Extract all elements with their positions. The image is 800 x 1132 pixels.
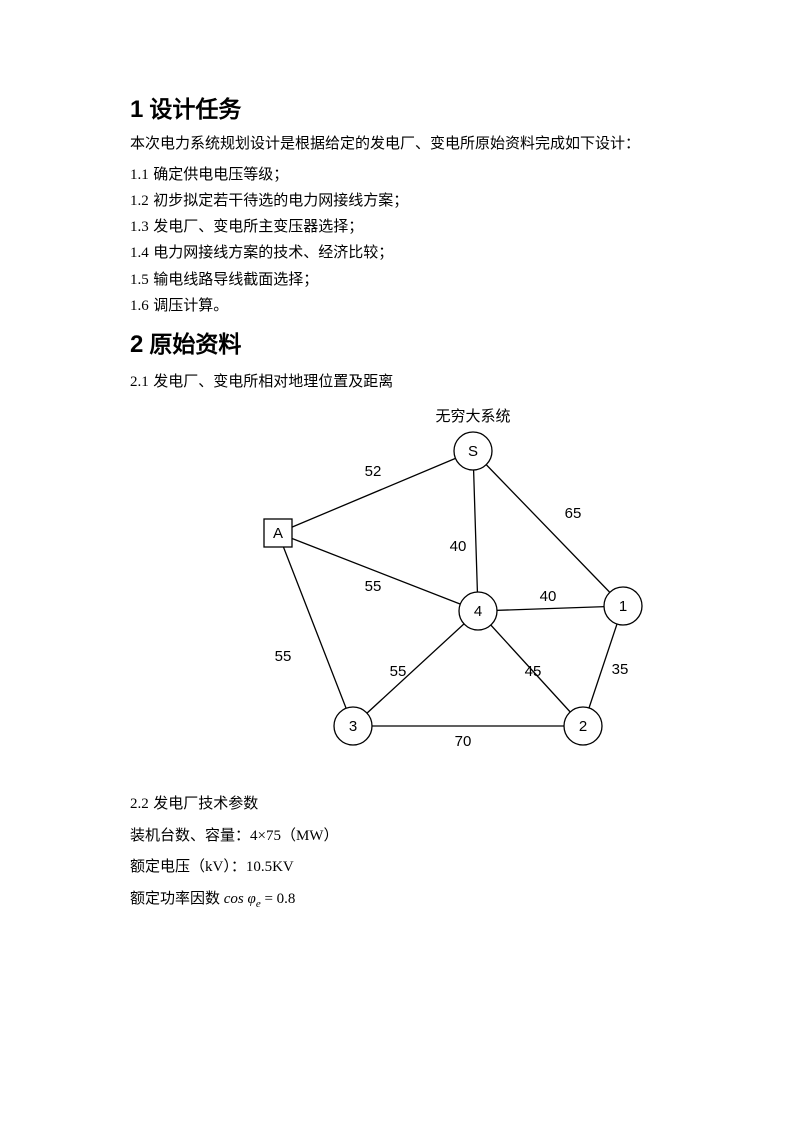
item-text: 确定供电电压等级； (153, 167, 288, 183)
edge-line (353, 611, 478, 726)
section-2-number: 2 (130, 331, 143, 358)
section-1-intro: 本次电力系统规划设计是根据给定的发电厂、变电所原始资料完成如下设计： (130, 132, 695, 158)
edge-label: 65 (564, 505, 581, 522)
edge-label: 52 (364, 463, 381, 480)
item-text: 输电线路导线截面选择； (153, 272, 318, 288)
section-2-sub2: 2.2发电厂技术参数 (130, 789, 695, 821)
section-1-item: 1.3发电厂、变电所主变压器选择； (130, 214, 695, 240)
diagram-caption: 无穷大系统 (435, 408, 510, 425)
section-2-heading: 2原始资料 (130, 325, 695, 359)
edge-line (478, 606, 623, 611)
item-num: 1.2 (130, 193, 149, 209)
formula-cos: cos φe (220, 891, 264, 907)
sub2-num: 2.2 (130, 796, 149, 812)
edge-label: 35 (611, 661, 628, 678)
section-1-item: 1.2初步拟定若干待选的电力网接线方案； (130, 188, 695, 214)
edge-label: 40 (449, 538, 466, 555)
formula-prefix: 额定功率因数 (130, 891, 220, 907)
param-lines: 装机台数、容量：4×75（MW）额定电压（kV）：10.5KV (130, 821, 695, 884)
node-label-2: 2 (578, 718, 586, 735)
section-1-item: 1.4电力网接线方案的技术、经济比较； (130, 240, 695, 266)
item-text: 初步拟定若干待选的电力网接线方案； (153, 193, 408, 209)
section-1-items: 1.1确定供电电压等级；1.2初步拟定若干待选的电力网接线方案；1.3发电厂、变… (130, 162, 695, 320)
section-2-sub1: 2.1发电厂、变电所相对地理位置及距离 (130, 369, 695, 395)
edge-label: 70 (454, 733, 471, 750)
edge-label: 45 (524, 663, 541, 680)
section-1-title: 设计任务 (149, 96, 241, 122)
formula-value: = 0.8 (264, 891, 295, 907)
node-label-4: 4 (473, 603, 481, 620)
item-text: 调压计算。 (153, 298, 228, 314)
edge-label: 55 (274, 648, 291, 665)
param-line: 额定电压（kV）：10.5KV (130, 852, 695, 884)
item-num: 1.3 (130, 219, 149, 235)
edge-line (278, 533, 353, 726)
section-1-item: 1.5输电线路导线截面选择； (130, 267, 695, 293)
item-num: 1.4 (130, 245, 149, 261)
sub2-text: 发电厂技术参数 (153, 796, 258, 812)
edge-label: 40 (539, 588, 556, 605)
sub1-num: 2.1 (130, 374, 149, 390)
edge-line (278, 533, 478, 611)
item-num: 1.5 (130, 272, 149, 288)
edge-label: 55 (389, 663, 406, 680)
param-formula-line: 额定功率因数 cos φe = 0.8 (130, 884, 695, 916)
item-text: 发电厂、变电所主变压器选择； (153, 219, 363, 235)
network-diagram-container: 无穷大系统 52 65 40 55 55 40 55 45 35 70 S A 4 1 2 3 (130, 401, 695, 771)
section-1-number: 1 (130, 96, 143, 123)
edge-line (473, 451, 478, 611)
item-num: 1.6 (130, 298, 149, 314)
section-1-heading: 1设计任务 (130, 90, 695, 124)
section-2-title: 原始资料 (149, 331, 241, 357)
node-label-A: A (272, 525, 282, 542)
param-line: 装机台数、容量：4×75（MW） (130, 821, 695, 853)
node-label-1: 1 (618, 598, 626, 615)
node-label-S: S (467, 443, 477, 460)
section-1-item: 1.1确定供电电压等级； (130, 162, 695, 188)
section-1-item: 1.6调压计算。 (130, 293, 695, 319)
network-diagram: 无穷大系统 52 65 40 55 55 40 55 45 35 70 S A 4 1 2 3 (178, 401, 648, 771)
node-label-3: 3 (348, 718, 356, 735)
sub1-text: 发电厂、变电所相对地理位置及距离 (153, 374, 393, 390)
item-text: 电力网接线方案的技术、经济比较； (153, 245, 393, 261)
edge-line (473, 451, 623, 606)
edge-label: 55 (364, 578, 381, 595)
item-num: 1.1 (130, 167, 149, 183)
